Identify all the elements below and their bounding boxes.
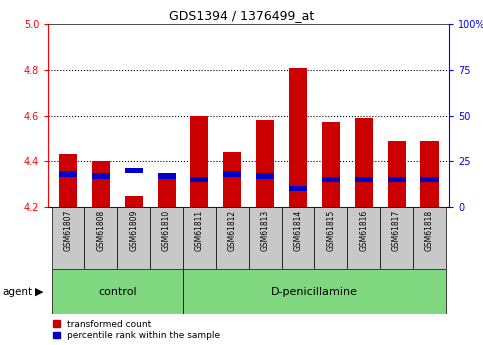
Text: GDS1394 / 1376499_at: GDS1394 / 1376499_at — [169, 9, 314, 22]
Bar — [387, 141, 406, 207]
FancyBboxPatch shape — [249, 207, 282, 269]
FancyBboxPatch shape — [380, 207, 413, 269]
Text: GSM61812: GSM61812 — [228, 210, 237, 251]
Bar — [322, 122, 340, 207]
FancyBboxPatch shape — [150, 207, 183, 269]
Text: GSM61811: GSM61811 — [195, 210, 204, 251]
Text: GSM61814: GSM61814 — [294, 210, 302, 252]
Bar — [59, 155, 77, 207]
Bar — [59, 171, 77, 177]
Bar — [92, 161, 110, 207]
Bar — [157, 173, 176, 179]
Text: GSM61818: GSM61818 — [425, 210, 434, 251]
Text: GSM61808: GSM61808 — [97, 210, 105, 252]
FancyBboxPatch shape — [183, 269, 446, 314]
FancyBboxPatch shape — [52, 207, 85, 269]
FancyBboxPatch shape — [52, 269, 183, 314]
Text: GSM61807: GSM61807 — [64, 210, 72, 252]
Bar — [157, 173, 176, 207]
FancyBboxPatch shape — [183, 207, 216, 269]
Bar — [420, 141, 439, 207]
FancyBboxPatch shape — [314, 207, 347, 269]
Text: GSM61815: GSM61815 — [327, 210, 335, 252]
Legend: transformed count, percentile rank within the sample: transformed count, percentile rank withi… — [53, 320, 220, 341]
Bar — [190, 116, 209, 207]
Bar — [355, 177, 373, 182]
Bar — [355, 118, 373, 207]
Text: GSM61816: GSM61816 — [359, 210, 368, 252]
Bar — [223, 171, 242, 177]
Bar — [420, 177, 439, 182]
Bar — [256, 173, 274, 179]
Bar — [289, 186, 307, 191]
Text: GSM61817: GSM61817 — [392, 210, 401, 252]
Bar — [125, 168, 143, 173]
Text: GSM61810: GSM61810 — [162, 210, 171, 252]
FancyBboxPatch shape — [216, 207, 249, 269]
FancyBboxPatch shape — [282, 207, 314, 269]
Text: D-penicillamine: D-penicillamine — [271, 287, 358, 296]
Text: GSM61813: GSM61813 — [261, 210, 270, 252]
Text: ▶: ▶ — [35, 287, 43, 296]
FancyBboxPatch shape — [347, 207, 380, 269]
Bar — [125, 196, 143, 207]
FancyBboxPatch shape — [85, 207, 117, 269]
Bar — [190, 177, 209, 182]
Bar — [223, 152, 242, 207]
FancyBboxPatch shape — [413, 207, 446, 269]
FancyBboxPatch shape — [117, 207, 150, 269]
Bar — [256, 120, 274, 207]
Text: GSM61809: GSM61809 — [129, 210, 138, 252]
Bar — [289, 68, 307, 207]
Bar — [387, 177, 406, 182]
Text: agent: agent — [2, 287, 32, 296]
Text: control: control — [98, 287, 137, 296]
Bar — [92, 173, 110, 179]
Bar — [322, 177, 340, 182]
